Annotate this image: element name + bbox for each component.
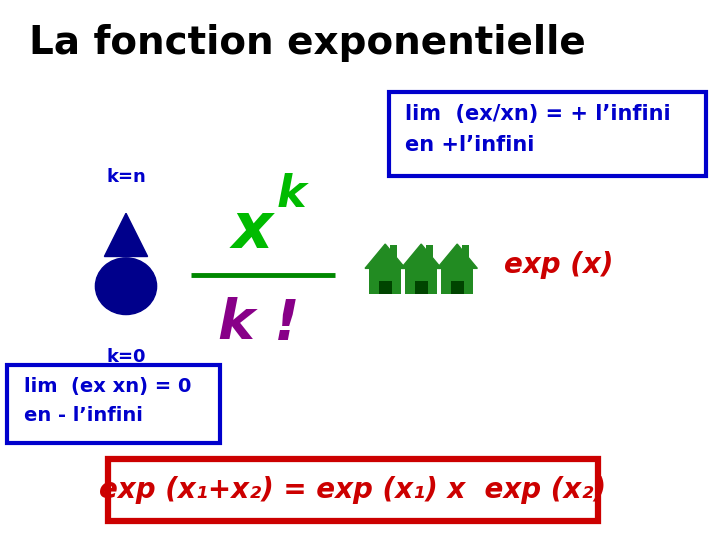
FancyBboxPatch shape [108,459,598,521]
Text: en - l’infini: en - l’infini [24,406,143,425]
Polygon shape [365,244,405,268]
Text: k=0: k=0 [107,348,145,366]
FancyBboxPatch shape [390,245,397,256]
FancyBboxPatch shape [451,281,464,294]
FancyBboxPatch shape [462,245,469,256]
Polygon shape [437,244,477,268]
FancyBboxPatch shape [7,364,220,443]
FancyBboxPatch shape [379,281,392,294]
FancyBboxPatch shape [389,92,706,176]
Text: lim  (ex/xn) = + l’infini: lim (ex/xn) = + l’infini [405,104,671,124]
Text: La fonction exponentielle: La fonction exponentielle [29,24,585,62]
Text: lim  (ex xn) = 0: lim (ex xn) = 0 [24,377,191,396]
Text: k: k [276,173,307,216]
Text: exp (x): exp (x) [504,251,613,279]
Text: exp (x₁+x₂) = exp (x₁) x  exp (x₂): exp (x₁+x₂) = exp (x₁) x exp (x₂) [99,476,606,504]
Text: k=n: k=n [106,168,146,186]
Polygon shape [104,213,148,256]
FancyBboxPatch shape [441,268,473,294]
Text: k !: k ! [218,297,300,351]
Polygon shape [401,244,441,268]
Ellipse shape [95,258,157,314]
FancyBboxPatch shape [405,268,437,294]
Text: x: x [231,199,273,260]
Text: en +l’infini: en +l’infini [405,135,535,155]
FancyBboxPatch shape [369,268,401,294]
FancyBboxPatch shape [426,245,433,256]
FancyBboxPatch shape [415,281,428,294]
